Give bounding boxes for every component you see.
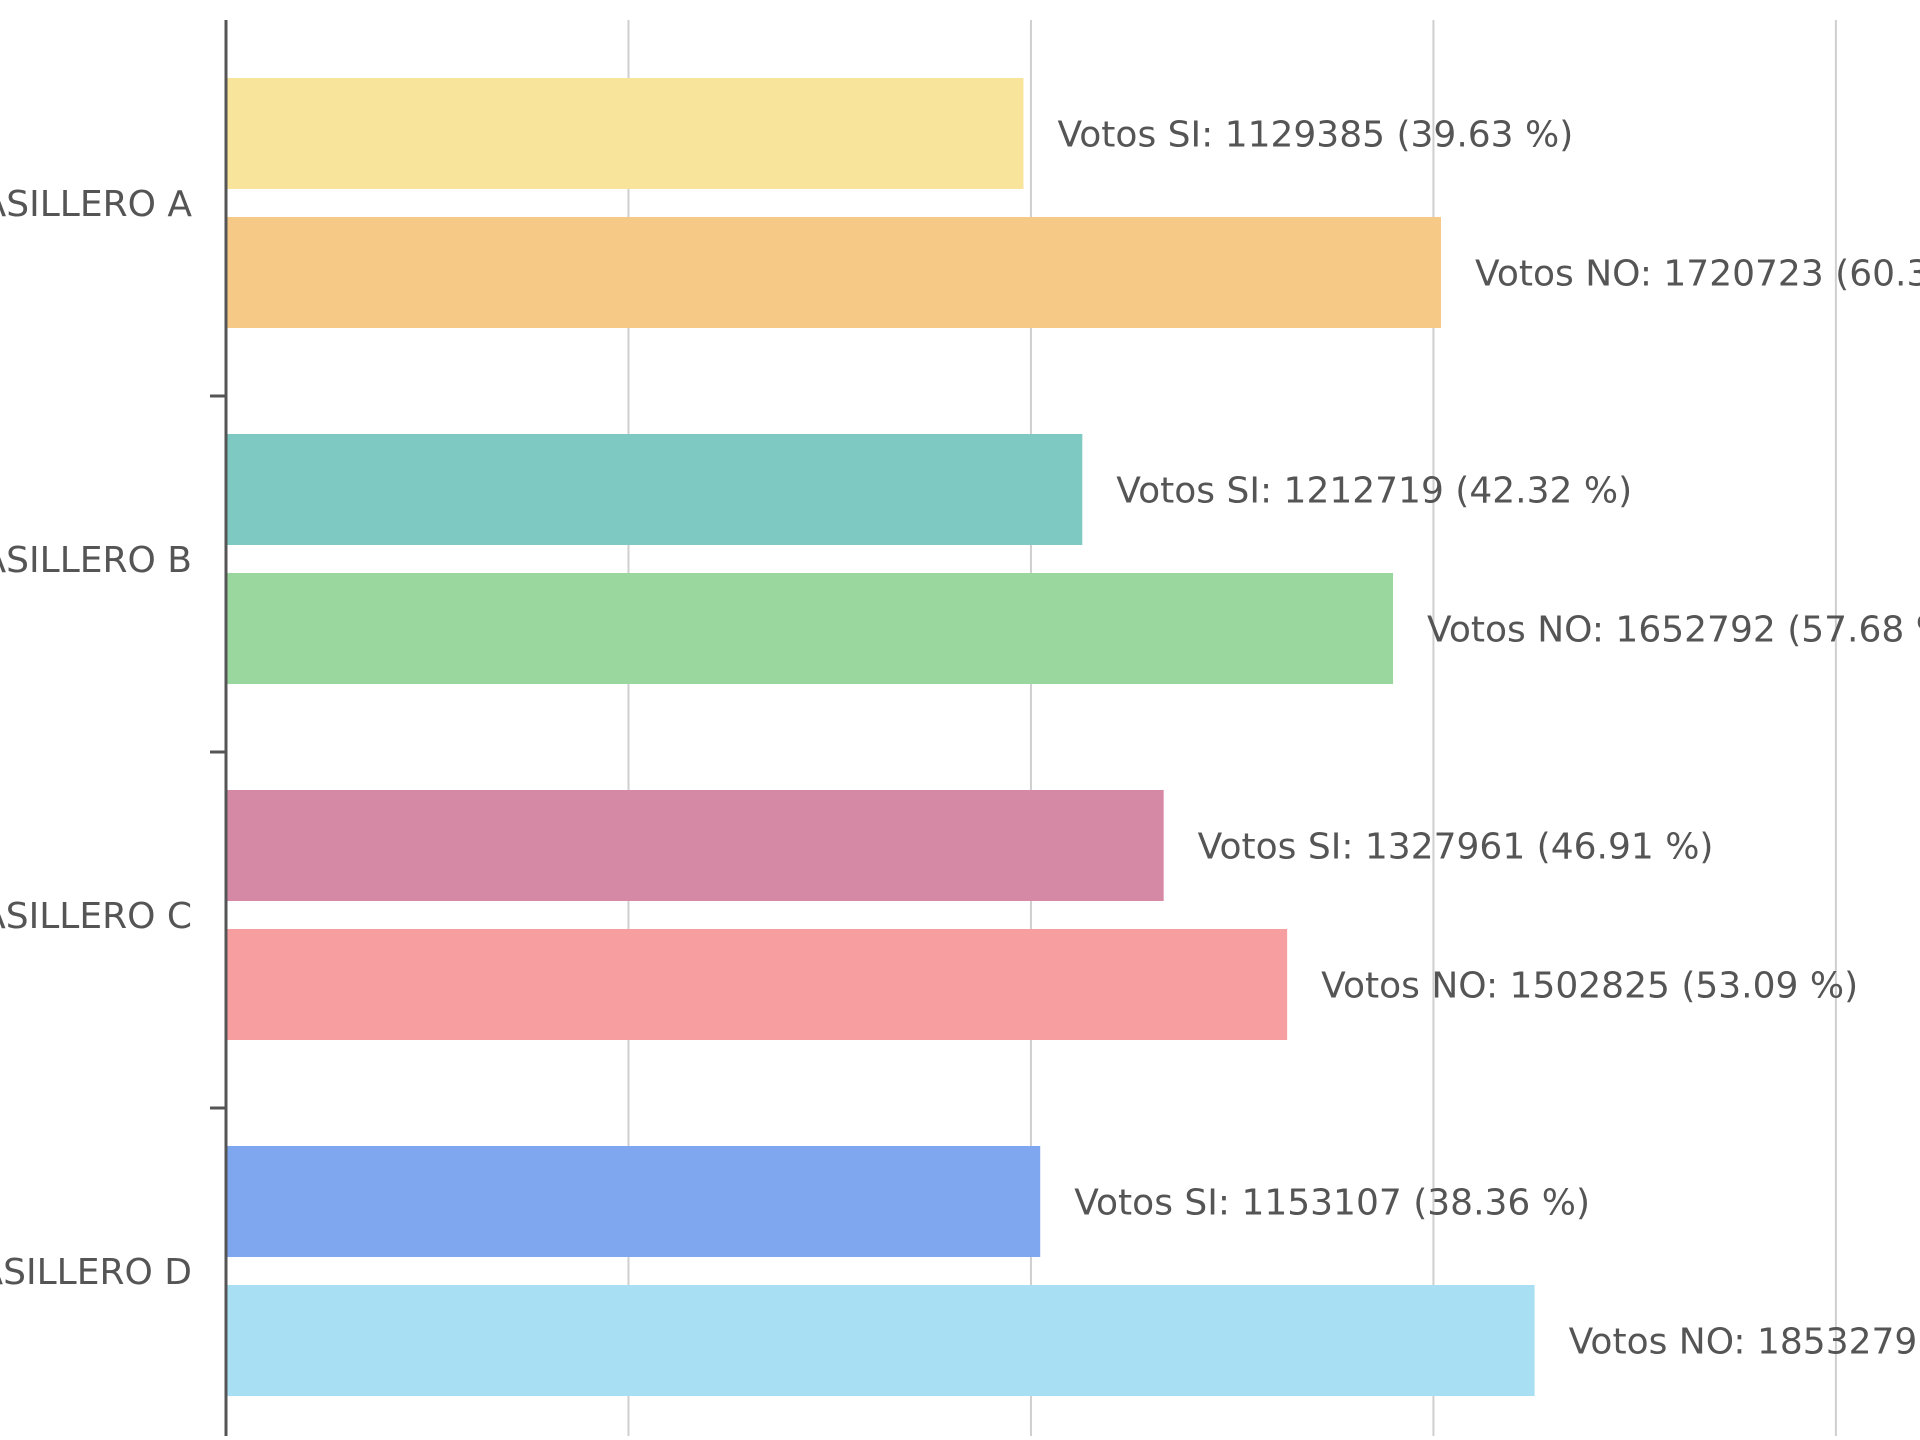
data-label: Votos NO: 1853279 (61.6	[1569, 1321, 1920, 1362]
data-label: Votos NO: 1652792 (57.68 %)	[1427, 609, 1920, 650]
bar-votos-no	[226, 573, 1394, 684]
bar-votos-no	[226, 1285, 1535, 1396]
data-label: Votos SI: 1129385 (39.63 %)	[1057, 114, 1573, 155]
data-label: Votos NO: 1502825 (53.09 %)	[1321, 965, 1858, 1006]
data-label: Votos SI: 1212719 (42.32 %)	[1116, 470, 1632, 511]
bar-votos-no	[226, 217, 1441, 328]
data-labels: Votos SI: 1129385 (39.63 %) Votos NO: 172…	[1057, 114, 1920, 1362]
bar-votos-si	[226, 1146, 1041, 1257]
category-label: ASILLERO A	[0, 184, 192, 225]
bar-votos-no	[226, 929, 1288, 1040]
data-label: Votos SI: 1327961 (46.91 %)	[1198, 826, 1714, 867]
bar-votos-si	[226, 78, 1024, 189]
bar-votos-si	[226, 790, 1164, 901]
data-label: Votos NO: 1720723 (60.37	[1475, 253, 1920, 294]
category-label: ASILLERO D	[0, 1252, 192, 1293]
category-label: ASILLERO B	[0, 540, 192, 581]
bars	[226, 78, 1535, 1396]
bar-votos-si	[226, 434, 1083, 545]
y-axis: ASILLERO A ASILLERO B ASILLERO C ASILLERO D	[0, 20, 228, 1436]
data-label: Votos SI: 1153107 (38.36 %)	[1074, 1182, 1590, 1223]
category-label: ASILLERO C	[0, 896, 192, 937]
